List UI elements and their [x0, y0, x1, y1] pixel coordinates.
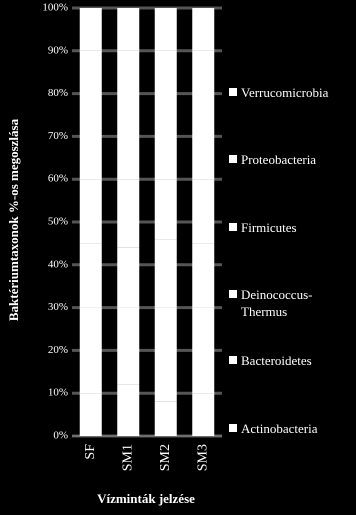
legend-label: Deinococcus-Thermus: [241, 287, 313, 319]
bar-segment: [192, 307, 215, 394]
bar-segment: [117, 307, 140, 385]
bar-segment: [79, 179, 102, 244]
bar-segment: [117, 8, 140, 51]
legend-swatch: [229, 88, 237, 96]
bar-segment: [117, 50, 140, 180]
legend-swatch: [229, 424, 237, 432]
legend-label: Firmicutes: [241, 220, 297, 235]
y-tick-label: 0%: [53, 430, 68, 442]
legend-swatch: [229, 223, 237, 231]
bar-segment: [117, 179, 140, 248]
legend-entry: Proteobacteria: [229, 151, 354, 168]
x-tick-label: SM1: [120, 444, 135, 471]
bar-segment: [79, 8, 102, 51]
legend-entry: Firmicutes: [229, 219, 354, 236]
x-tick-label: SF: [83, 444, 98, 460]
legend-swatch: [229, 356, 237, 364]
y-tick-label: 60%: [48, 173, 68, 185]
y-tick-label: 20%: [48, 344, 68, 356]
legend-entry: Verrucomicrobia: [229, 84, 354, 101]
bar-segment: [79, 307, 102, 394]
y-tick-label: 10%: [48, 387, 68, 399]
legend-swatch: [229, 290, 237, 298]
legend-entry: Deinococcus-Thermus: [229, 286, 354, 320]
legend-label: Proteobacteria: [241, 152, 317, 167]
bar-segment: [192, 243, 215, 308]
y-tick-label: 80%: [48, 87, 68, 99]
y-tick-label: 70%: [48, 130, 68, 142]
legend-label: Actinobacteria: [241, 421, 318, 436]
legend-swatch: [229, 155, 237, 163]
bar-segment: [192, 179, 215, 244]
legend-entry: Actinobacteria: [229, 420, 354, 437]
bar-segment: [154, 307, 177, 402]
bar-segment: [192, 50, 215, 180]
y-tick-label: 40%: [48, 258, 68, 270]
bar-segment: [154, 401, 177, 436]
legend-label: Bacteroidetes: [241, 353, 312, 368]
x-tick-label: SM2: [158, 444, 173, 471]
bar-segment: [154, 8, 177, 51]
bar-segment: [192, 393, 215, 436]
x-tick-label: SM3: [195, 444, 210, 471]
bar-segment: [192, 8, 215, 51]
bar-segment: [154, 179, 177, 240]
legend-label: Verrucomicrobia: [241, 85, 329, 100]
bar-segment: [79, 393, 102, 436]
bar-segment: [117, 384, 140, 436]
bar-segment: [154, 50, 177, 180]
y-tick-label: 30%: [48, 301, 68, 313]
legend-entry: Bacteroidetes: [229, 352, 354, 369]
bar-segment: [79, 50, 102, 180]
y-tick-label: 90%: [48, 44, 68, 56]
bar-segment: [154, 239, 177, 308]
y-tick-label: 100%: [42, 2, 68, 14]
x-axis-title: Vízminták jelzése: [97, 491, 195, 506]
y-tick-label: 50%: [48, 216, 68, 228]
y-axis-title: Baktériumtaxonok %-os megoszlása: [6, 118, 21, 321]
bar-segment: [79, 243, 102, 308]
bar-segment: [117, 247, 140, 308]
